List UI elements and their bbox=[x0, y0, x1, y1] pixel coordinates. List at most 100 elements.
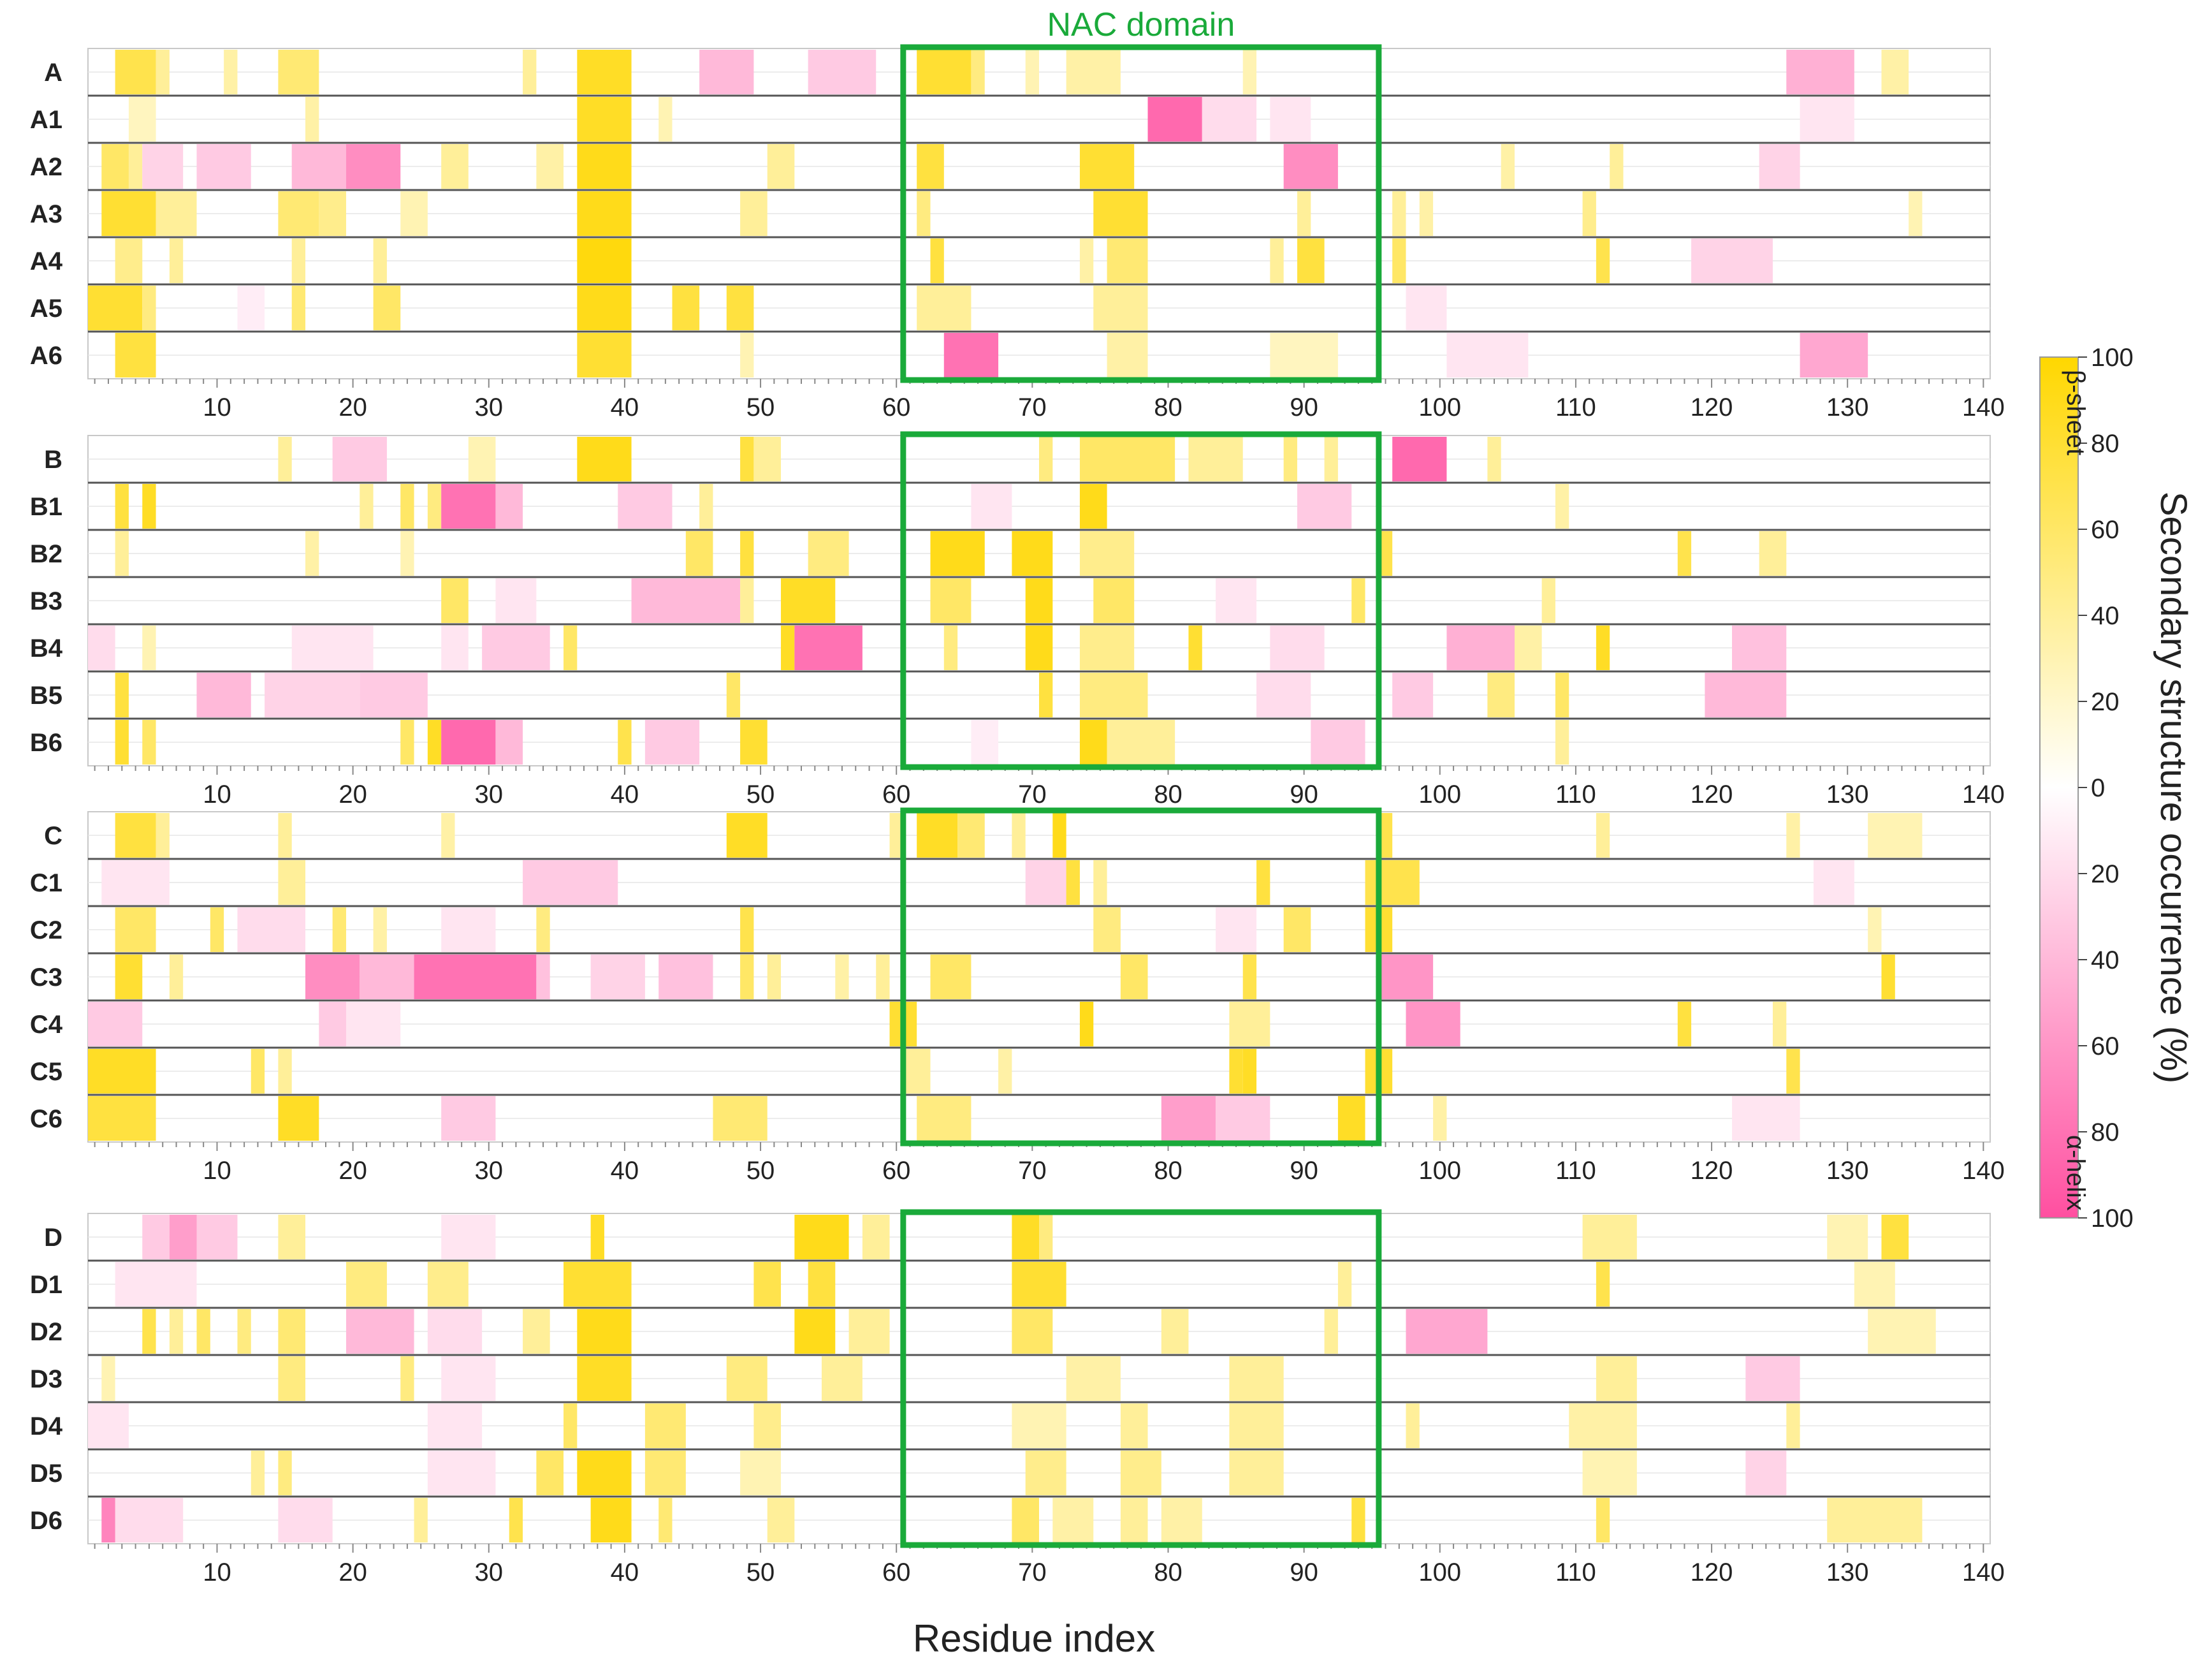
heatmap-row-B4: B4 bbox=[30, 626, 1990, 673]
x-tick-label: 50 bbox=[746, 393, 775, 421]
x-tick-label: 60 bbox=[882, 1558, 911, 1586]
x-tick-label: 50 bbox=[746, 1157, 775, 1185]
heatmap-cell bbox=[1079, 484, 1107, 529]
heatmap-cell bbox=[1079, 1002, 1094, 1046]
heatmap-cell bbox=[169, 238, 184, 283]
x-tick-label: 130 bbox=[1826, 780, 1869, 809]
heatmap-cell bbox=[441, 813, 455, 858]
colorbar-tick-label: 40 bbox=[2091, 602, 2120, 630]
nac-domain-box bbox=[900, 1209, 1382, 1548]
heatmap-cell bbox=[1406, 1309, 1488, 1354]
x-axis-label: Residue index bbox=[913, 1617, 1155, 1660]
x-tick-label: 80 bbox=[1154, 780, 1182, 809]
heatmap-panels: A A1 A2 A3 A4 A5 A6 10 20 30 40 50 60 70 80 90 100 110 120… bbox=[30, 48, 2005, 1586]
row-label: B2 bbox=[30, 540, 62, 568]
heatmap-cell bbox=[1202, 97, 1257, 142]
heatmap-cell bbox=[251, 1049, 265, 1094]
x-tick-label: 40 bbox=[611, 780, 639, 809]
heatmap-row-B5: B5 bbox=[30, 673, 1990, 720]
row-label: B6 bbox=[30, 729, 62, 757]
colorbar-ticks: 100 80 60 40 20 0 20 40 60 80 100 bbox=[2078, 344, 2134, 1233]
heatmap-cell bbox=[115, 720, 129, 765]
heatmap-row-B6: B6 bbox=[30, 720, 1990, 765]
heatmap-cell bbox=[1868, 813, 1923, 858]
heatmap-cell bbox=[196, 673, 251, 717]
x-tick-label: 100 bbox=[1418, 1157, 1461, 1185]
heatmap-cell bbox=[1188, 626, 1202, 670]
heatmap-cell bbox=[1596, 1498, 1610, 1542]
heatmap-cell bbox=[169, 1309, 184, 1354]
x-tick-label: 70 bbox=[1018, 780, 1047, 809]
heatmap-cell bbox=[291, 626, 374, 670]
heatmap-cell bbox=[1909, 191, 1923, 236]
heatmap-cell bbox=[142, 1309, 156, 1354]
heatmap-cell bbox=[536, 955, 550, 999]
colorbar-tick-label: 100 bbox=[2091, 344, 2134, 372]
heatmap-cell bbox=[441, 578, 469, 623]
heatmap-cell bbox=[917, 1096, 971, 1141]
heatmap-cell bbox=[115, 955, 143, 999]
heatmap-cell bbox=[1378, 813, 1393, 858]
heatmap-cell bbox=[523, 860, 618, 905]
heatmap-cell bbox=[1025, 578, 1053, 623]
heatmap-cell bbox=[400, 484, 414, 529]
heatmap-cell bbox=[971, 720, 999, 765]
heatmap-cell bbox=[441, 626, 469, 670]
heatmap-cell bbox=[1392, 437, 1447, 481]
heatmap-cell bbox=[794, 1309, 836, 1354]
heatmap-row-C6: C6 bbox=[30, 1096, 1990, 1141]
heatmap-cell bbox=[1732, 626, 1787, 670]
x-tick-label: 30 bbox=[475, 1558, 504, 1586]
heatmap-row-A5: A5 bbox=[30, 286, 1990, 333]
heatmap-cell bbox=[1446, 626, 1515, 670]
heatmap-cell bbox=[278, 437, 292, 481]
heatmap-cell bbox=[142, 1215, 170, 1259]
heatmap-cell bbox=[1392, 238, 1406, 283]
heatmap-cell bbox=[1012, 1498, 1039, 1542]
x-tick-label: 20 bbox=[338, 780, 367, 809]
heatmap-row-D2: D2 bbox=[30, 1309, 1990, 1356]
heatmap-cell bbox=[1242, 50, 1257, 94]
heatmap-cell bbox=[115, 1262, 197, 1307]
heatmap-cell bbox=[128, 97, 156, 142]
x-tick-label: 10 bbox=[203, 780, 231, 809]
heatmap-cell bbox=[577, 1309, 632, 1354]
heatmap-cell bbox=[577, 1451, 632, 1495]
heatmap-cell bbox=[1800, 97, 1854, 142]
heatmap-cell bbox=[753, 437, 782, 481]
heatmap-cell bbox=[1079, 720, 1107, 765]
heatmap-cell bbox=[835, 955, 849, 999]
heatmap-cell bbox=[1501, 144, 1515, 189]
heatmap-cell bbox=[101, 1356, 115, 1401]
x-tick-label: 130 bbox=[1826, 1558, 1869, 1586]
heatmap-cell bbox=[672, 286, 700, 330]
heatmap-cell bbox=[224, 50, 238, 94]
heatmap-cell bbox=[1025, 1451, 1066, 1495]
x-tick-label: 60 bbox=[882, 393, 911, 421]
heatmap-cell bbox=[278, 50, 319, 94]
x-tick-label: 10 bbox=[203, 393, 231, 421]
row-label: D5 bbox=[30, 1460, 62, 1488]
heatmap-row-C: C bbox=[44, 813, 1990, 860]
heatmap-row-B2: B2 bbox=[30, 531, 1990, 578]
heatmap-cell bbox=[278, 1096, 319, 1141]
heatmap-cell bbox=[441, 1356, 496, 1401]
heatmap-cell bbox=[319, 191, 346, 236]
x-tick-label: 100 bbox=[1418, 780, 1461, 809]
heatmap-cell bbox=[115, 673, 129, 717]
heatmap-cell bbox=[1569, 1403, 1637, 1448]
heatmap-cell bbox=[644, 1451, 686, 1495]
x-tick-label: 130 bbox=[1826, 393, 1869, 421]
heatmap-cell bbox=[427, 1403, 483, 1448]
heatmap-row-D5: D5 bbox=[30, 1451, 1990, 1498]
heatmap-cell bbox=[781, 578, 836, 623]
heatmap-cell bbox=[115, 484, 129, 529]
heatmap-cell bbox=[1596, 1356, 1637, 1401]
heatmap-row-C1: C1 bbox=[30, 860, 1990, 907]
heatmap-cell bbox=[1229, 1403, 1284, 1448]
heatmap-cell bbox=[917, 813, 958, 858]
heatmap-cell bbox=[1012, 1403, 1066, 1448]
heatmap-cell bbox=[848, 1309, 890, 1354]
heatmap-cell bbox=[590, 1498, 632, 1542]
